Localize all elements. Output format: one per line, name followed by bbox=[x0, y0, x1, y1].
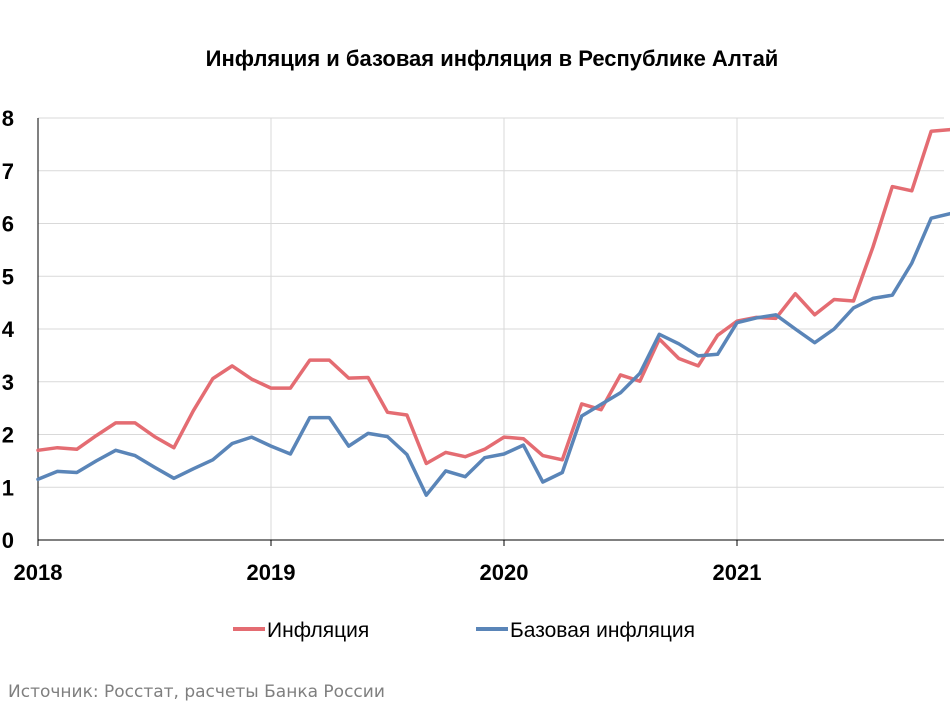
chart-title: Инфляция и базовая инфляция в Республике… bbox=[206, 46, 779, 71]
y-tick-label: 0 bbox=[2, 528, 14, 553]
legend-label-core-inflation: Базовая инфляция bbox=[510, 619, 695, 642]
x-tick-label: 2020 bbox=[480, 560, 529, 585]
y-tick-label: 5 bbox=[2, 264, 14, 289]
x-tick-label: 2021 bbox=[713, 560, 762, 585]
legend: Инфляция Базовая инфляция bbox=[233, 619, 695, 642]
y-tick-label: 4 bbox=[2, 317, 15, 342]
y-tick-label: 1 bbox=[2, 475, 14, 500]
source-note: Источник: Росстат, расчеты Банка России bbox=[8, 682, 385, 702]
x-axis-ticks: 2018 2019 2020 2021 bbox=[14, 560, 762, 585]
axes bbox=[37, 118, 944, 546]
y-tick-label: 3 bbox=[2, 370, 14, 395]
series-lines bbox=[36, 127, 950, 497]
legend-label-inflation: Инфляция bbox=[267, 619, 369, 642]
y-tick-label: 6 bbox=[2, 212, 14, 237]
x-tick-label: 2019 bbox=[247, 560, 296, 585]
series-line-inflation bbox=[36, 127, 950, 466]
y-axis-ticks: 0 1 2 3 4 5 6 7 8 bbox=[2, 106, 15, 553]
y-tick-label: 7 bbox=[2, 159, 14, 184]
y-tick-label: 8 bbox=[2, 106, 14, 131]
grid bbox=[38, 117, 944, 540]
series-line-core-inflation bbox=[36, 211, 950, 497]
y-tick-label: 2 bbox=[2, 423, 14, 448]
x-tick-label: 2018 bbox=[14, 560, 63, 585]
